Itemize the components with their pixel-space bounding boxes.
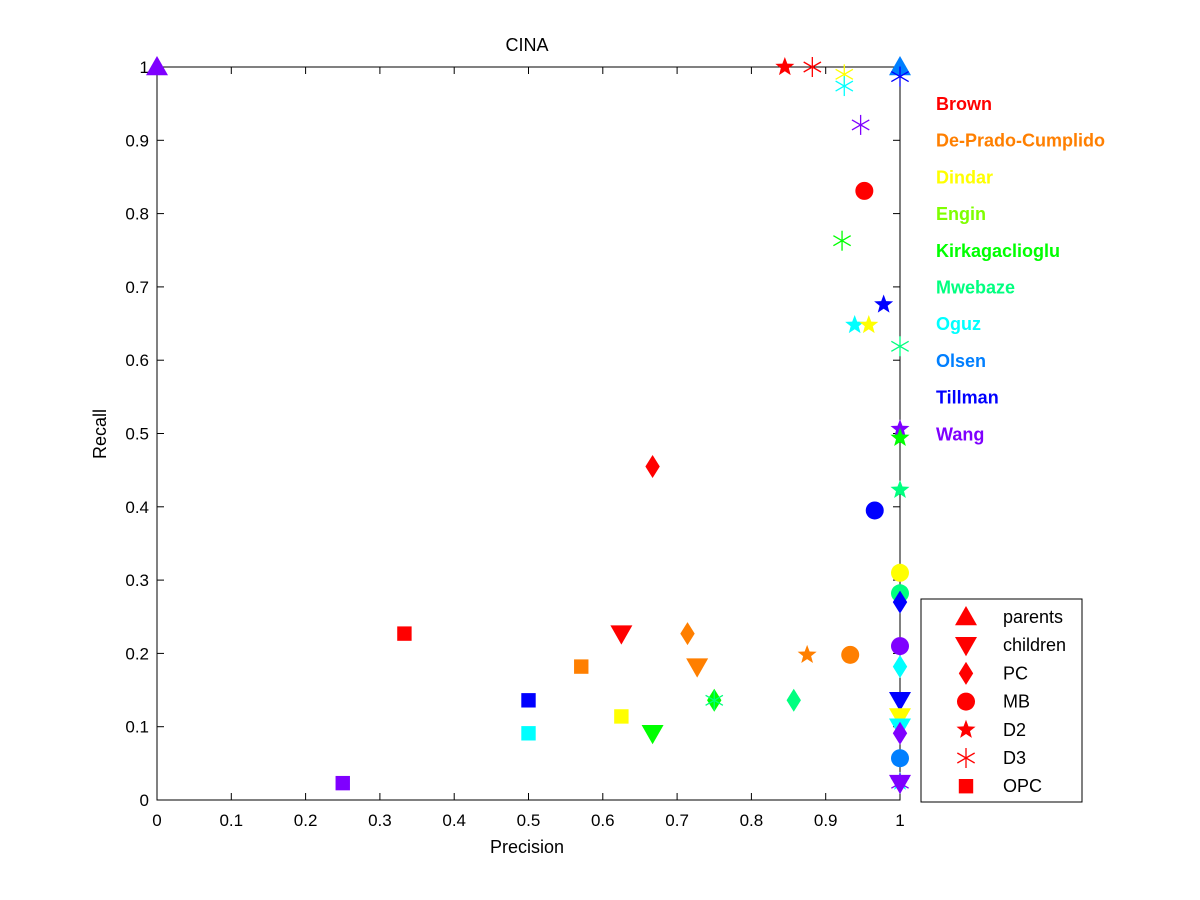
point-wang-parents [146,56,168,76]
x-tick-label: 0.1 [219,811,243,830]
legend-marker-children [955,636,977,657]
point-brown-d3 [803,57,822,77]
x-tick-label: 0.2 [294,811,318,830]
x-tick-label: 0 [152,811,161,830]
point-wang-opc [335,775,350,791]
point-de-prado-cumplido-pc [680,622,695,646]
point-olsen-parents [889,56,911,76]
point-de-prado-cumplido-mb [841,645,860,664]
legend-label-mb: MB [1003,692,1030,712]
legend-marker-opc [958,779,974,794]
point-wang-d3 [891,773,909,794]
point-dindar-d2 [859,315,879,334]
legend-label-parents: parents [1003,607,1063,627]
point-tillman-d3 [891,66,909,87]
team-legend: Brown De-Prado-Cumplido Dindar Engin Kirkaga… [936,94,1105,444]
legend-label-children: children [1003,635,1066,655]
team-legend-kirkagaclioglu: Kirkagaclioglu [936,241,1060,261]
x-tick-label: 0.8 [740,811,764,830]
point-kirkagaclioglu-children [641,725,664,745]
team-legend-olsen: Olsen [936,351,986,371]
marker-legend-box [920,598,1083,803]
y-tick-label: 0 [140,791,149,810]
point-oguz-opc [521,726,536,741]
team-legend-engin: Engin [936,204,986,224]
point-dindar-mb [891,563,909,582]
point-kirkagaclioglu-d3 [833,230,852,251]
x-tick-label: 0.9 [814,811,838,830]
point-mwebaze-d2 [890,479,910,499]
x-tick-label: 1 [895,811,904,830]
team-legend-tillman: Tillman [936,388,999,408]
chart-title: CINA [505,35,548,55]
point-brown-d2 [775,57,795,76]
point-olsen-mb [891,749,909,768]
y-tick-label: 0.1 [125,718,149,737]
y-tick-label: 0.5 [125,425,149,444]
point-oguz-d2 [845,315,865,334]
plot-area-frame [156,66,901,801]
point-tillman-opc [521,693,536,708]
y-tick-label: 0.2 [125,644,149,663]
team-legend-oguz: Oguz [936,314,981,334]
y-tick-label: 0.4 [125,498,149,517]
x-axis-label: Precision [490,837,564,857]
legend-label-pc: PC [1003,663,1028,683]
team-legend-mwebaze: Mwebaze [936,278,1015,298]
point-wang-mb [891,637,909,656]
legend-label-d2: D2 [1003,720,1026,740]
y-tick-label: 0.3 [125,571,149,590]
y-tick-label: 0.7 [125,278,149,297]
point-brown-opc [397,626,412,641]
point-brown-children [610,625,633,645]
point-de-prado-cumplido-d2 [797,644,817,663]
team-legend-de-prado-cumplido: De-Prado-Cumplido [936,131,1105,151]
legend-label-d3: D3 [1003,748,1026,768]
point-mwebaze-d3 [705,690,724,711]
y-tick-label: 0.8 [125,205,149,224]
point-wang-d3 [851,114,870,135]
point-de-prado-cumplido-children [686,658,709,678]
axes: 0 0.1 0.2 0.3 0.4 0.5 0.6 0.7 0.8 0.9 1 0 0.1 0.2 0.3 0… [125,58,904,830]
marker-legend: parents children PC MB D2 D3 OPC [955,606,1066,796]
point-tillman-children [889,692,911,712]
point-mwebaze-pc [786,688,801,712]
point-wang-pc [892,721,908,745]
point-tillman-mb [865,501,884,520]
point-brown-mb [855,181,874,200]
point-de-prado-cumplido-opc [574,659,589,674]
team-legend-brown: Brown [936,94,992,114]
point-mwebaze-d3 [891,336,909,357]
point-dindar-opc [614,709,629,724]
y-axis-label: Recall [90,409,110,459]
x-tick-label: 0.4 [442,811,466,830]
x-tick-label: 0.6 [591,811,615,830]
point-dindar-children [889,708,911,728]
point-tillman-pc [892,590,908,614]
legend-marker-mb [957,692,975,711]
point-tillman-d2 [874,294,894,313]
point-brown-pc [645,454,660,478]
legend-marker-parents [955,606,977,626]
team-legend-wang: Wang [936,424,984,444]
legend-marker-d2 [956,719,976,738]
point-kirkagaclioglu-d2 [890,427,910,446]
legend-marker-pc [958,661,974,685]
x-tick-label: 0.5 [517,811,541,830]
legend-marker-d3 [957,748,975,768]
legend-label-opc: OPC [1003,776,1042,796]
x-tick-label: 0.3 [368,811,392,830]
y-tick-label: 0.9 [125,131,149,150]
point-oguz-d3 [835,76,854,97]
x-tick-label: 0.7 [665,811,689,830]
y-tick-label: 1 [140,58,149,77]
point-oguz-pc [892,655,908,679]
team-legend-dindar: Dindar [936,167,993,187]
y-tick-label: 0.6 [125,351,149,370]
data-points [146,56,911,795]
